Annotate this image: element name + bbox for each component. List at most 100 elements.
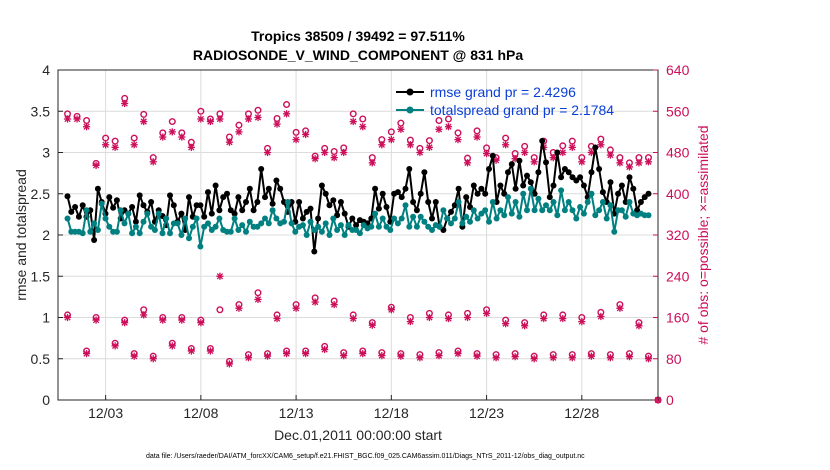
data-point-rmse xyxy=(508,161,515,168)
obs-possible-marker xyxy=(444,115,452,123)
data-point-totalspread xyxy=(98,200,105,207)
data-point-rmse xyxy=(299,215,306,222)
data-point-totalspread xyxy=(64,215,71,222)
obs-assimilated-stroke xyxy=(550,154,557,161)
data-point-rmse xyxy=(455,185,462,192)
obs-assimilated-marker xyxy=(235,128,243,136)
obs-assimilated-marker xyxy=(121,99,129,108)
obs-assimilated-marker xyxy=(397,352,405,360)
obs-assimilated-stroke xyxy=(426,144,433,151)
obs-assimilated-stroke xyxy=(188,347,195,355)
obs-assimilated-marker xyxy=(406,141,414,149)
obs-assimilated-stroke xyxy=(407,141,414,148)
obs-assimilated-stroke xyxy=(550,354,557,361)
data-point-rmse xyxy=(224,190,230,197)
data-point-rmse xyxy=(531,190,538,197)
obs-assimilated-stroke xyxy=(597,313,605,320)
obs-assimilated-marker xyxy=(511,353,519,361)
obs-assimilated-marker xyxy=(463,313,472,322)
obs-assimilated-stroke xyxy=(111,144,119,151)
obs-assimilated-marker xyxy=(216,272,224,280)
data-point-totalspread xyxy=(482,207,489,214)
obs-assimilated-stroke xyxy=(216,115,224,123)
obs-assimilated-stroke xyxy=(626,163,633,171)
obs-assimilated-stroke xyxy=(492,354,500,361)
x-tick-label: 12/18 xyxy=(374,405,409,421)
data-point-totalspread xyxy=(410,213,417,220)
data-point-rmse xyxy=(262,194,268,201)
obs-assimilated-stroke xyxy=(511,353,519,360)
data-point-rmse xyxy=(372,185,379,192)
obs-assimilated-marker xyxy=(359,123,367,131)
obs-assimilated-marker xyxy=(435,125,443,133)
data-point-totalspread xyxy=(121,220,128,227)
obs-assimilated-stroke xyxy=(92,162,100,169)
data-point-rmse xyxy=(592,144,599,151)
data-point-rmse xyxy=(265,185,272,192)
data-point-rmse xyxy=(580,182,587,189)
obs-assimilated-marker xyxy=(206,117,214,126)
obs-assimilated-marker xyxy=(587,352,595,360)
data-point-rmse xyxy=(64,193,71,200)
obs-assimilated-marker xyxy=(159,316,167,324)
data-point-totalspread xyxy=(330,215,337,222)
obs-assimilated-marker xyxy=(625,353,634,361)
data-point-rmse xyxy=(398,194,405,201)
obs-assimilated-stroke xyxy=(131,353,138,360)
data-point-totalspread xyxy=(125,210,132,217)
data-point-totalspread xyxy=(197,243,204,250)
data-point-totalspread xyxy=(235,227,242,233)
data-point-totalspread xyxy=(326,232,333,238)
data-point-totalspread xyxy=(246,218,253,225)
data-point-totalspread xyxy=(91,220,98,227)
obs-assimilated-stroke xyxy=(607,151,614,159)
obs-assimilated-marker xyxy=(92,161,100,169)
obs-assimilated-marker xyxy=(149,355,157,363)
obs-assimilated-stroke xyxy=(235,128,243,136)
obs-assimilated-marker xyxy=(549,154,557,162)
obs-assimilated-marker xyxy=(644,158,653,166)
y-axis-left-label: rmse and totalspread xyxy=(13,169,29,301)
obs-assimilated-stroke xyxy=(64,115,71,123)
data-point-totalspread xyxy=(429,227,435,233)
data-point-rmse xyxy=(197,202,204,209)
data-point-totalspread xyxy=(512,199,519,205)
obs-assimilated-stroke xyxy=(131,141,138,148)
data-point-rmse xyxy=(140,202,147,209)
obs-assimilated-stroke xyxy=(226,360,233,368)
data-point-totalspread xyxy=(273,215,280,222)
obs-assimilated-stroke xyxy=(207,118,214,125)
obs-assimilated-stroke xyxy=(511,155,519,162)
obs-assimilated-marker xyxy=(406,318,414,326)
data-point-rmse xyxy=(129,204,136,210)
obs-assimilated-marker xyxy=(92,316,100,324)
obs-assimilated-marker xyxy=(540,314,548,323)
obs-assimilated-stroke xyxy=(226,139,233,146)
data-point-rmse xyxy=(72,204,79,210)
data-point-totalspread xyxy=(497,207,504,214)
obs-possible-marker xyxy=(254,106,262,114)
obs-assimilated-stroke xyxy=(283,350,290,357)
y-left-tick-label: 1.5 xyxy=(31,268,51,284)
obs-assimilated-stroke xyxy=(397,353,405,360)
data-point-rmse xyxy=(626,174,633,181)
obs-assimilated-marker xyxy=(111,143,119,151)
obs-assimilated-marker xyxy=(530,355,538,363)
obs-assimilated-marker xyxy=(378,141,386,149)
obs-assimilated-marker xyxy=(82,349,91,358)
obs-assimilated-marker xyxy=(63,313,72,322)
data-point-totalspread xyxy=(387,227,394,233)
obs-assimilated-marker xyxy=(625,163,634,171)
data-point-rmse xyxy=(79,202,86,209)
y-axis-right-label: # of obs: o=possible; ×=assimilated xyxy=(695,125,711,344)
obs-assimilated-marker xyxy=(197,319,205,327)
data-point-totalspread xyxy=(318,228,325,235)
data-point-rmse xyxy=(269,200,276,207)
obs-assimilated-marker xyxy=(482,149,491,158)
obs-assimilated-stroke xyxy=(73,115,81,123)
data-point-totalspread xyxy=(174,220,181,227)
data-point-totalspread xyxy=(565,199,572,205)
data-point-totalspread xyxy=(584,199,591,205)
obs-assimilated-stroke xyxy=(597,141,605,148)
